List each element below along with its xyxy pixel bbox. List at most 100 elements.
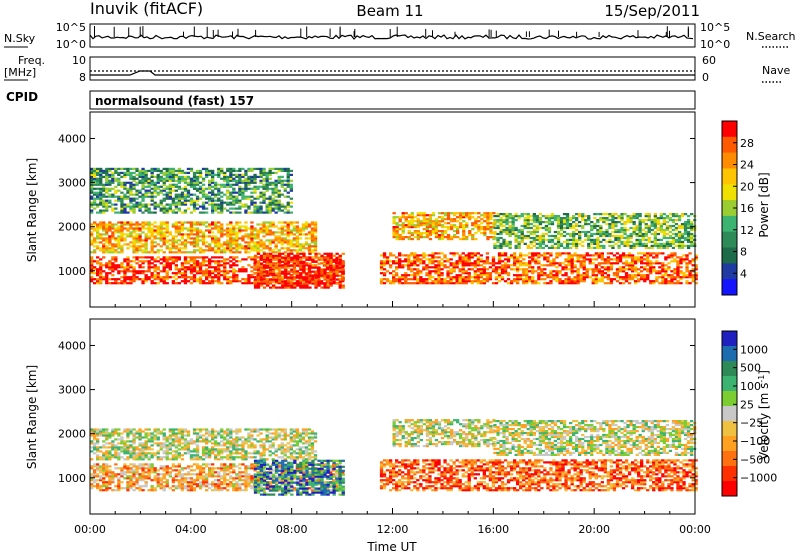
echo-cell <box>195 207 200 210</box>
echo-cell <box>516 274 520 277</box>
echo-cell <box>567 260 571 263</box>
echo-cell <box>599 226 603 230</box>
echo-cell <box>310 227 315 230</box>
echo-cell <box>105 201 109 204</box>
echo-cell <box>537 252 541 255</box>
echo-cell <box>217 203 221 206</box>
echo-cell <box>425 224 430 227</box>
echo-cell <box>138 175 142 178</box>
echo-cell <box>171 179 175 182</box>
echo-cell <box>562 217 567 220</box>
echo-cell <box>147 181 151 184</box>
echo-cell <box>250 199 254 202</box>
echo-cell <box>544 226 549 230</box>
echo-cell <box>665 226 670 230</box>
echo-cell <box>620 242 624 245</box>
echo-cell <box>162 231 166 234</box>
echo-cell <box>162 266 166 269</box>
echo-cell <box>232 187 236 190</box>
echo-cell <box>162 199 166 202</box>
echo-cell <box>220 177 224 180</box>
echo-cell <box>313 229 318 232</box>
echo-cell <box>135 241 139 244</box>
echo-cell <box>226 209 230 212</box>
echo-cell <box>540 268 544 271</box>
echo-cell <box>102 209 106 212</box>
echo-cell <box>547 230 552 234</box>
echo-cell <box>277 231 281 234</box>
echo-cell <box>281 252 285 255</box>
echo-cell <box>102 205 106 208</box>
echo-cell <box>108 251 112 254</box>
echo-cell <box>302 276 306 279</box>
echo-cell <box>422 280 426 283</box>
echo-cell <box>419 234 423 237</box>
echo-cell <box>102 247 106 250</box>
echo-cell <box>102 223 106 226</box>
echo-cell <box>111 258 115 261</box>
echo-cell <box>283 187 287 190</box>
echo-cell <box>277 235 281 238</box>
echo-cell <box>673 272 677 275</box>
echo-cell <box>111 231 115 234</box>
echo-cell <box>532 213 536 216</box>
echo-cell <box>301 247 306 250</box>
echo-cell <box>553 219 558 222</box>
echo-cell <box>618 270 623 273</box>
echo-cell <box>570 282 574 285</box>
echo-cell <box>522 272 526 275</box>
echo-cell <box>235 243 239 246</box>
echo-cell <box>211 169 215 172</box>
echo-cell <box>138 237 142 240</box>
echo-cell <box>305 286 309 289</box>
echo-cell <box>569 234 573 238</box>
echo-cell <box>198 272 203 275</box>
echo-cell <box>600 258 604 261</box>
echo-cell <box>132 205 136 208</box>
echo-cell <box>686 234 691 238</box>
echo-cell <box>446 218 451 221</box>
echo-cell <box>582 274 586 277</box>
echo-cell <box>646 278 650 281</box>
echo-cell <box>229 276 233 279</box>
echo-cell <box>538 221 542 224</box>
echo-cell <box>676 268 680 271</box>
echo-cell <box>552 258 556 261</box>
echo-cell <box>587 230 591 234</box>
echo-cell <box>132 239 136 242</box>
echo-cell <box>156 268 160 271</box>
echo-cell <box>428 266 432 269</box>
echo-cell <box>682 258 686 261</box>
echo-cell <box>171 280 175 283</box>
echo-cell <box>631 274 635 277</box>
echo-cell <box>135 239 139 242</box>
echo-cell <box>569 238 573 241</box>
echo-cell <box>144 181 148 184</box>
echo-cell <box>488 266 493 269</box>
echo-cell <box>691 258 695 261</box>
echo-cell <box>605 232 609 236</box>
echo-cell <box>662 234 666 238</box>
echo-cell <box>99 278 103 281</box>
echo-cell <box>105 231 109 234</box>
echo-cell <box>93 177 97 180</box>
echo-cell <box>626 217 630 220</box>
echo-cell <box>661 278 665 281</box>
echo-cell <box>220 245 224 248</box>
echo-cell <box>632 223 636 226</box>
echo-cell <box>269 286 273 289</box>
echo-cell <box>162 205 166 208</box>
echo-cell <box>535 230 539 234</box>
echo-cell <box>535 221 539 224</box>
echo-cell <box>235 235 239 238</box>
echo-cell <box>286 185 290 188</box>
echo-cell <box>177 258 181 261</box>
echo-cell <box>235 183 239 186</box>
echo-cell <box>162 278 166 281</box>
echo-cell <box>244 229 248 232</box>
echo-cell <box>265 187 269 190</box>
echo-cell <box>499 221 503 224</box>
echo-cell <box>517 242 521 245</box>
echo-cell <box>456 228 460 231</box>
echo-cell <box>479 264 483 267</box>
